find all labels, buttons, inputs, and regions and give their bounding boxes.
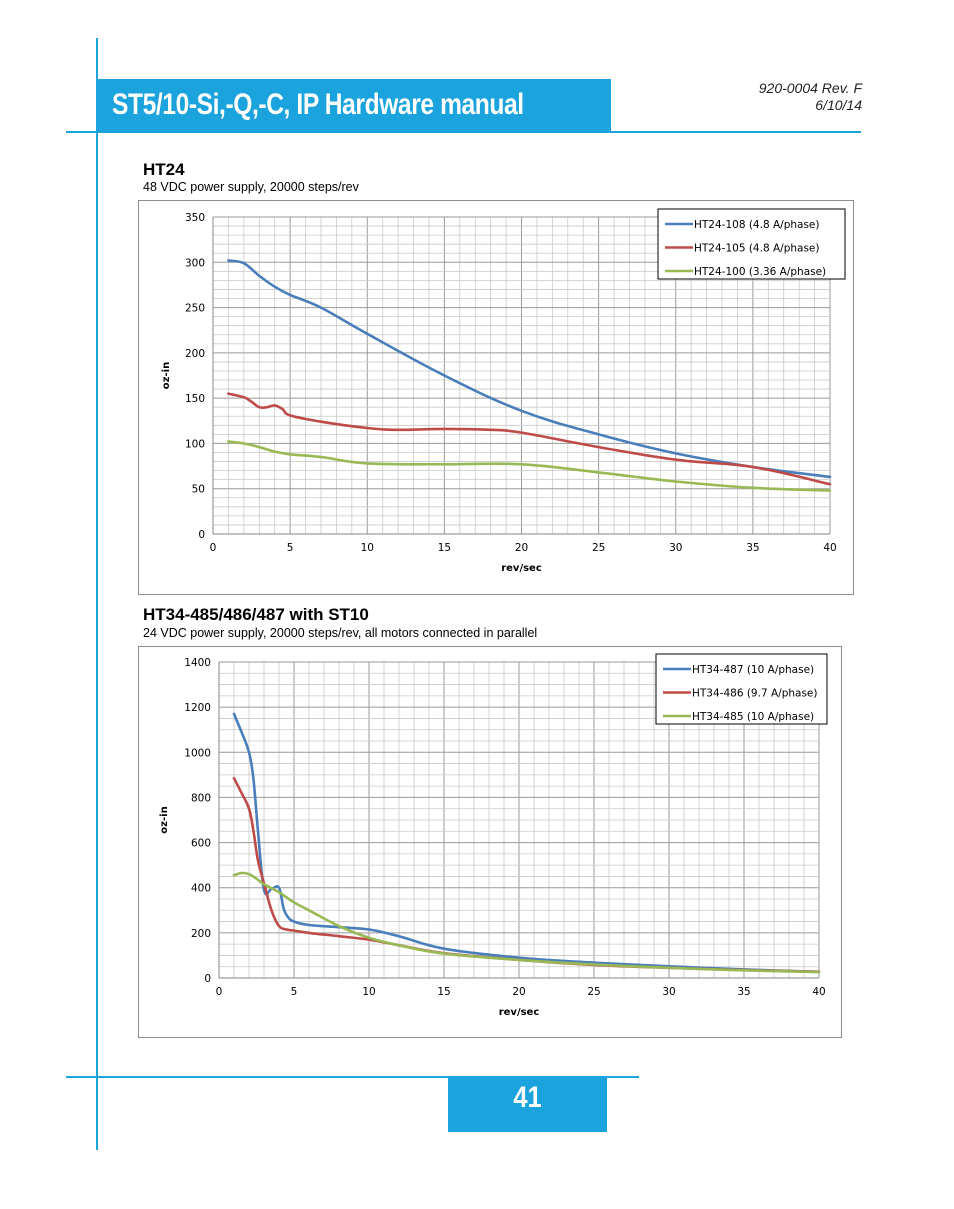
document-info: 920-0004 Rev. F 6/10/14 [759, 80, 862, 114]
y-tick-label: 0 [198, 529, 205, 541]
legend-label-3: HT24-100 (3.36 A/phase) [694, 266, 826, 278]
legend-label-2: HT24-105 (4.8 A/phase) [694, 243, 819, 255]
x-tick-label: 35 [746, 542, 759, 554]
y-axis-label: oz-in [159, 806, 170, 833]
x-tick-label: 25 [592, 542, 605, 554]
x-tick-label: 20 [515, 542, 528, 554]
y-tick-label: 400 [191, 883, 211, 895]
x-tick-label: 0 [216, 986, 223, 998]
x-tick-label: 40 [823, 542, 836, 554]
series-line-3 [232, 871, 821, 974]
chart-frame-ht34: 0 5 10 15 20 25 30 35 40 0 200 400 600 800 1000 1200 140… [138, 646, 842, 1038]
x-tick-label: 40 [812, 986, 825, 998]
y-tick-label: 800 [191, 792, 211, 804]
series-line-2 [232, 776, 821, 973]
series-line-1 [227, 259, 832, 479]
series-line-2 [227, 392, 832, 486]
x-tick-label: 10 [362, 986, 375, 998]
series-line-1 [232, 712, 821, 974]
x-tick-label: 15 [437, 986, 450, 998]
y-tick-label: 350 [185, 212, 205, 224]
y-tick-label: 0 [204, 973, 211, 985]
footer-rule [66, 1076, 639, 1078]
legend: HT24-108 (4.8 A/phase) HT24-105 (4.8 A/ph… [657, 208, 846, 280]
page-title: ST5/10-Si,-Q,-C, IP Hardware manual [112, 88, 524, 121]
x-axis-label: rev/sec [499, 1007, 540, 1018]
torque-chart-ht34: 0 5 10 15 20 25 30 35 40020040060080010001200140… [159, 653, 828, 1018]
y-tick-label: 50 [192, 484, 205, 496]
y-tick-label: 250 [185, 303, 205, 315]
y-tick-label: 150 [185, 393, 205, 405]
legend: HT34-487 (10 A/phase) HT34-486 (9.7 A/pha… [655, 653, 828, 725]
x-tick-label: 5 [291, 986, 298, 998]
x-tick-label: 30 [669, 542, 682, 554]
y-tick-label: 300 [185, 257, 205, 269]
chart-frame-ht24: 0 5 10 15 20 25 30 35 40 0 50 100 150 200 250 300 350 rev… [138, 200, 854, 595]
x-tick-label: 25 [587, 986, 600, 998]
legend-label-1: HT24-108 (4.8 A/phase) [694, 219, 819, 231]
section-title-ht34: HT34-485/486/487 with ST10 [143, 605, 369, 624]
legend-label-3: HT34-485 (10 A/phase) [692, 711, 814, 723]
y-axis-label: oz-in [161, 362, 172, 389]
legend-box [657, 208, 846, 280]
x-tick-label: 10 [361, 542, 374, 554]
page-number-box: 41 [448, 1076, 607, 1132]
x-tick-label: 35 [737, 986, 750, 998]
y-tick-label: 200 [185, 348, 205, 360]
torque-chart-ht24: 0 5 10 15 20 25 30 35 40 0 50 100 150 200 250 300 350 rev… [161, 208, 846, 574]
legend-box [655, 653, 828, 725]
series-line-3 [227, 440, 832, 492]
y-tick-label: 1200 [184, 702, 211, 714]
x-tick-label: 30 [662, 986, 675, 998]
header-title-banner: ST5/10-Si,-Q,-C, IP Hardware manual [96, 79, 611, 133]
section-title-ht24: HT24 [143, 160, 185, 179]
x-tick-label: 0 [210, 542, 217, 554]
legend-label-1: HT34-487 (10 A/phase) [692, 664, 814, 676]
document-date: 6/10/14 [815, 97, 862, 113]
left-accent-rule [96, 38, 98, 1150]
section-subtitle-ht24: 48 VDC power supply, 20000 steps/rev [143, 180, 359, 194]
section-subtitle-ht34: 24 VDC power supply, 20000 steps/rev, al… [143, 626, 538, 640]
x-tick-label: 20 [512, 986, 525, 998]
y-tick-label: 100 [185, 438, 205, 450]
y-tick-label: 200 [191, 928, 211, 940]
y-tick-label: 600 [191, 838, 211, 850]
legend-label-2: HT34-486 (9.7 A/phase) [692, 688, 817, 700]
x-axis-label: rev/sec [501, 563, 542, 574]
y-tick-label: 1400 [184, 657, 211, 669]
x-tick-label: 15 [438, 542, 451, 554]
y-tick-label: 1000 [184, 747, 211, 759]
x-tick-label: 5 [287, 542, 294, 554]
page-number: 41 [513, 1081, 542, 1114]
document-number: 920-0004 Rev. F [758, 80, 862, 96]
